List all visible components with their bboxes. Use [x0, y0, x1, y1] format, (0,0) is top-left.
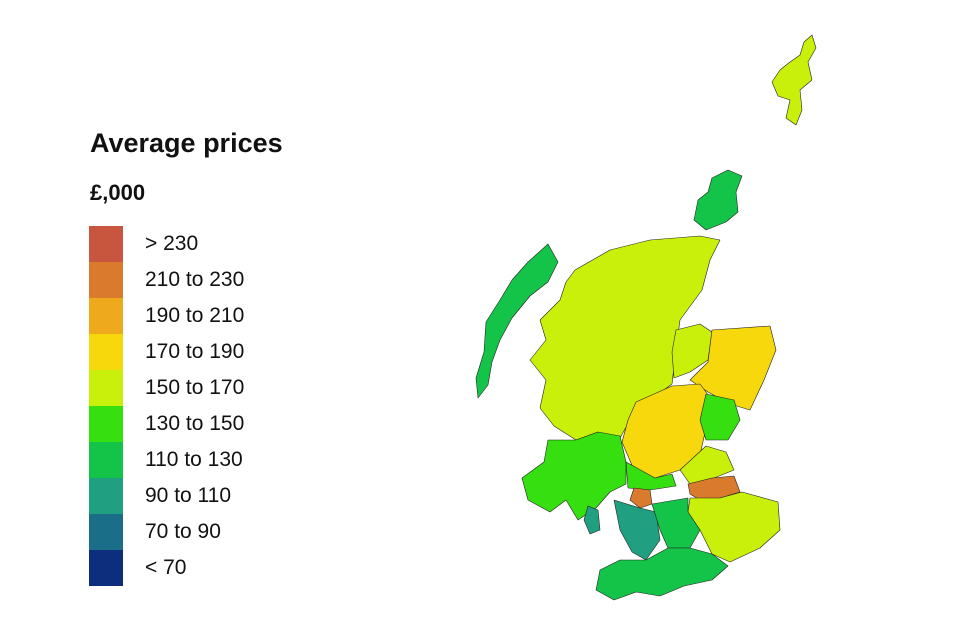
- region-orkney[interactable]: [693, 169, 743, 231]
- legend-item: 130 to 150: [89, 406, 244, 442]
- legend-swatch: [89, 478, 123, 514]
- legend-label: 210 to 230: [145, 268, 245, 291]
- region-stirling[interactable]: [625, 461, 677, 491]
- legend-label: > 230: [145, 232, 199, 255]
- legend-item: 170 to 190: [89, 334, 244, 370]
- legend-label: < 70: [145, 556, 187, 579]
- region-argyll[interactable]: [521, 431, 627, 521]
- legend-item: 150 to 170: [89, 370, 244, 406]
- legend-swatch: [89, 514, 123, 550]
- legend-item: 210 to 230: [89, 262, 244, 298]
- legend-item: 190 to 210: [89, 298, 244, 334]
- legend-swatch: [89, 442, 123, 478]
- legend-unit: £,000: [90, 180, 146, 205]
- legend-swatch: [89, 262, 123, 298]
- region-western-isles[interactable]: [475, 243, 559, 399]
- legend: > 230 210 to 230 190 to 210 170 to 190 150 t…: [89, 226, 244, 586]
- legend-swatch: [89, 298, 123, 334]
- legend-label: 110 to 130: [145, 448, 243, 471]
- region-moray[interactable]: [671, 323, 713, 379]
- legend-title: Average prices: [90, 128, 283, 158]
- legend-item: 90 to 110: [89, 478, 244, 514]
- legend-label: 190 to 210: [145, 304, 245, 327]
- region-shetland[interactable]: [771, 34, 817, 126]
- region-south-lanarkshire[interactable]: [651, 497, 701, 549]
- region-east-dunbartonshire[interactable]: [629, 487, 653, 509]
- region-arran-bute[interactable]: [583, 505, 601, 535]
- region-dumfries-and-galloway[interactable]: [595, 547, 729, 601]
- legend-label: 150 to 170: [145, 376, 245, 399]
- legend-label: 90 to 110: [145, 484, 232, 507]
- region-ayrshire[interactable]: [613, 499, 661, 561]
- legend-item: > 230: [89, 226, 244, 262]
- legend-swatch: [89, 334, 123, 370]
- legend-swatch: [89, 550, 123, 586]
- legend-label: 130 to 150: [145, 412, 245, 435]
- region-aberdeenshire[interactable]: [689, 325, 777, 411]
- region-highland[interactable]: [529, 235, 721, 441]
- legend-item: 70 to 90: [89, 514, 244, 550]
- legend-label: 70 to 90: [145, 520, 221, 543]
- legend-label: 170 to 190: [145, 340, 245, 363]
- legend-swatch: [89, 370, 123, 406]
- legend-swatch: [89, 226, 123, 262]
- legend-swatch: [89, 406, 123, 442]
- legend-item: < 70: [89, 550, 244, 586]
- legend-item: 110 to 130: [89, 442, 244, 478]
- region-angus[interactable]: [699, 393, 741, 441]
